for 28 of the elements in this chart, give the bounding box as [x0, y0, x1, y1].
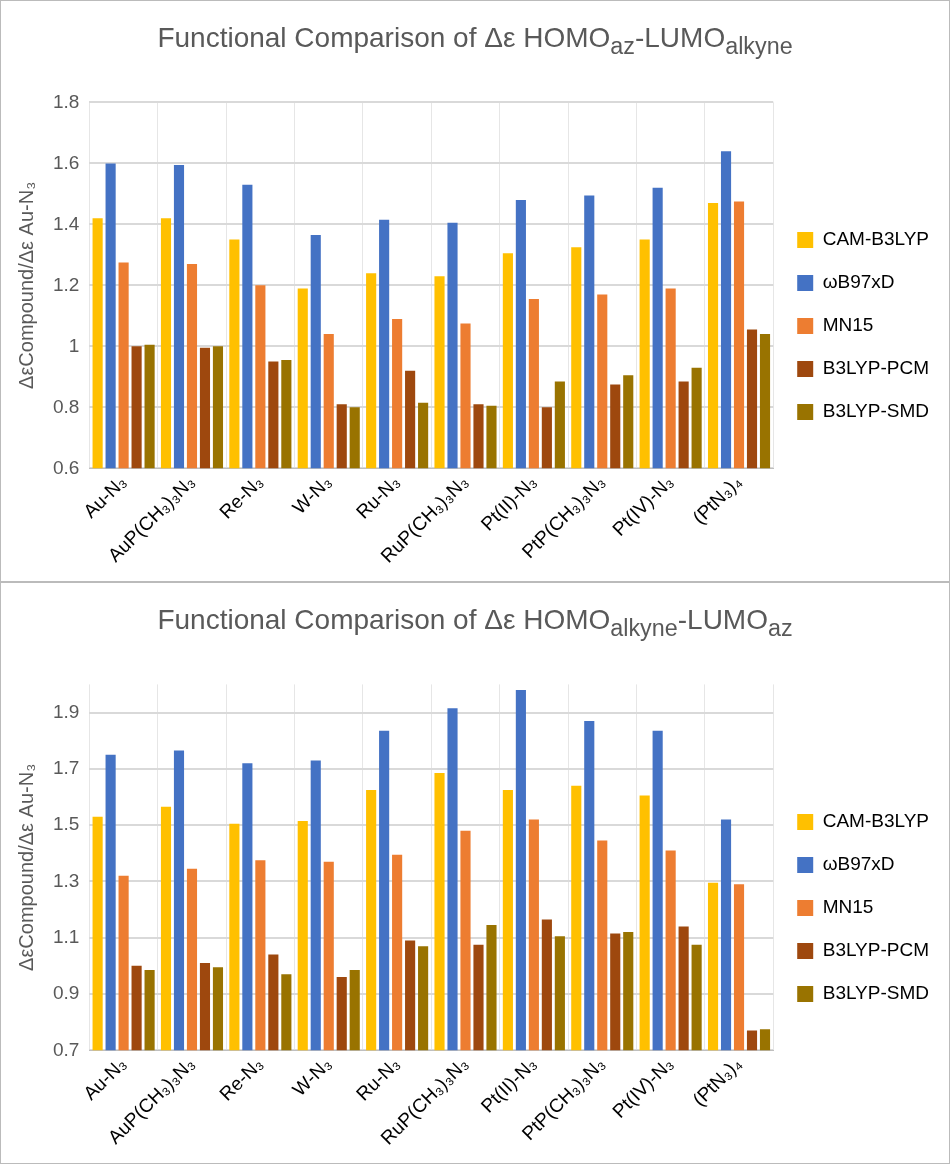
legend-label: CAM-B3LYP: [822, 228, 930, 250]
legend-label: B3LYP-SMD: [822, 982, 930, 1004]
chart-title: Functional Comparison of Δε HOMO$_{alkyne}$-LUMO$_{az}$: [156, 603, 794, 643]
y-tick-label: 1.3: [52, 869, 80, 891]
y-tick-label: 0.8: [52, 395, 80, 417]
legend-label: B3LYP-PCM: [822, 939, 930, 961]
legend-label: MN15: [822, 314, 874, 336]
y-axis-title: ΔεCompound/Δε Au-N₃: [14, 181, 37, 389]
y-tick-label: 1.6: [52, 151, 80, 173]
legend-label: ωB97xD: [822, 271, 895, 293]
legend-label: CAM-B3LYP: [822, 810, 930, 832]
y-tick-label: 1.7: [52, 757, 80, 779]
legend-label: B3LYP-SMD: [822, 400, 930, 422]
y-axis-title: ΔεCompound/Δε Au-N₃: [14, 763, 37, 971]
y-tick-label: 1.4: [52, 212, 80, 234]
y-tick-label: 1.2: [52, 273, 80, 295]
chart-title: Functional Comparison of Δε HOMO$_{az}$-LUMO$_{alkyne}$: [156, 21, 794, 61]
legend-label: MN15: [822, 896, 874, 918]
y-tick-label: 0.7: [52, 1038, 80, 1060]
y-tick-label: 0.6: [52, 456, 80, 478]
y-tick-label: 0.9: [52, 982, 80, 1004]
legend-label: B3LYP-PCM: [822, 357, 930, 379]
legend-label: ωB97xD: [822, 853, 895, 875]
y-tick-label: 1.8: [52, 90, 80, 112]
y-tick-label: 1.5: [52, 813, 80, 835]
y-tick-label: 1.9: [52, 700, 80, 722]
y-tick-label: 1.1: [52, 925, 80, 947]
y-tick-label: 1: [68, 334, 80, 356]
